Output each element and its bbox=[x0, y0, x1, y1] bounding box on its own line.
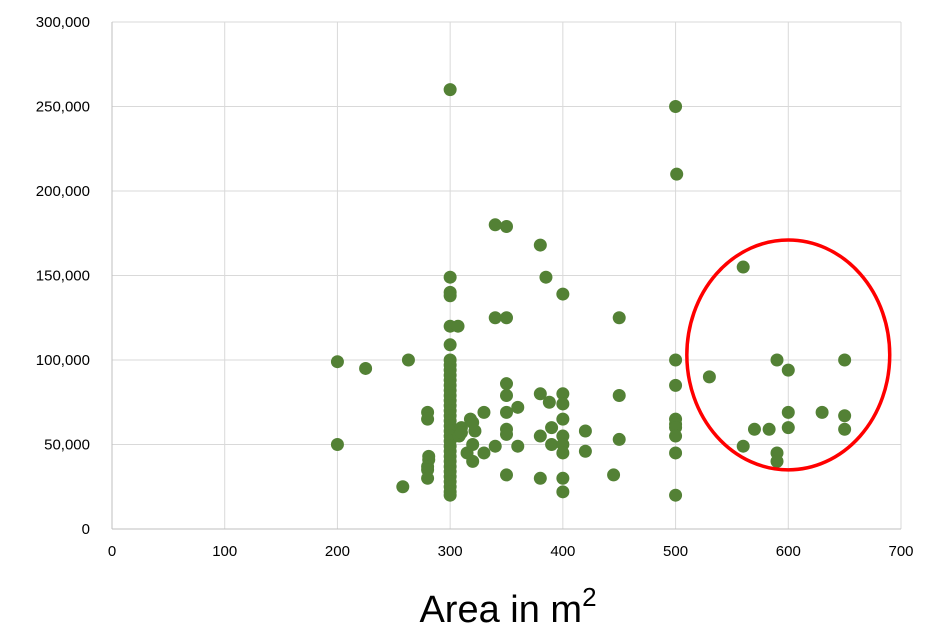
x-tick-label: 400 bbox=[550, 543, 575, 560]
data-point bbox=[477, 405, 491, 419]
x-tick-label: 500 bbox=[663, 543, 688, 560]
data-point bbox=[396, 480, 410, 494]
x-tick-label: 200 bbox=[325, 543, 350, 560]
data-point bbox=[702, 370, 716, 384]
data-point bbox=[556, 287, 570, 301]
data-point bbox=[747, 422, 761, 436]
data-point bbox=[556, 387, 570, 401]
data-point bbox=[607, 468, 621, 482]
data-point bbox=[556, 446, 570, 460]
data-point bbox=[533, 429, 547, 443]
data-point bbox=[838, 422, 852, 436]
data-point bbox=[488, 439, 502, 453]
y-tick-label: 250,000 bbox=[36, 99, 90, 116]
data-point bbox=[736, 439, 750, 453]
data-point bbox=[545, 438, 559, 451]
y-tick-label: 50,000 bbox=[44, 437, 90, 454]
data-point bbox=[669, 446, 683, 460]
data-point bbox=[500, 377, 513, 391]
y-tick-labels: 0 50,000 100,000 150,000 200,000 250,000 300,0… bbox=[36, 14, 90, 538]
data-point bbox=[466, 438, 480, 451]
data-point bbox=[443, 83, 457, 97]
y-tick-label: 150,000 bbox=[36, 268, 90, 285]
x-tick-label: 700 bbox=[888, 543, 913, 560]
x-tick-label: 300 bbox=[438, 543, 463, 560]
data-point bbox=[815, 405, 829, 419]
data-point bbox=[401, 353, 415, 367]
highlight-ellipse bbox=[685, 238, 892, 472]
data-point bbox=[781, 421, 795, 435]
data-point bbox=[838, 353, 852, 367]
data-point bbox=[511, 400, 525, 414]
data-point bbox=[500, 405, 513, 419]
data-point bbox=[838, 409, 852, 423]
data-point bbox=[330, 355, 344, 369]
data-point bbox=[781, 363, 795, 377]
data-point bbox=[454, 426, 468, 440]
data-point bbox=[468, 424, 482, 438]
data-point bbox=[488, 311, 502, 325]
data-point bbox=[443, 289, 457, 303]
data-point bbox=[500, 388, 513, 402]
data-point bbox=[762, 422, 776, 436]
data-point bbox=[770, 454, 784, 468]
x-axis-title: Area in m2 bbox=[419, 582, 596, 631]
y-tick-label: 100,000 bbox=[36, 352, 90, 369]
data-point bbox=[612, 432, 626, 446]
data-point bbox=[578, 424, 592, 438]
data-point bbox=[330, 438, 344, 451]
data-point bbox=[781, 405, 795, 419]
data-point bbox=[533, 471, 547, 485]
data-point bbox=[488, 218, 502, 232]
data-point bbox=[612, 388, 626, 402]
data-point bbox=[451, 319, 465, 333]
x-tick-label: 0 bbox=[108, 543, 116, 560]
x-tick-label: 600 bbox=[776, 543, 801, 560]
data-point bbox=[612, 311, 626, 325]
data-point bbox=[421, 412, 435, 426]
data-point bbox=[545, 421, 559, 435]
data-point bbox=[500, 468, 513, 482]
data-point bbox=[669, 353, 683, 367]
data-point bbox=[533, 387, 547, 401]
data-point bbox=[443, 488, 457, 502]
data-point bbox=[500, 311, 513, 325]
data-point bbox=[477, 446, 491, 460]
data-point bbox=[511, 439, 525, 453]
data-point bbox=[500, 427, 513, 441]
data-point bbox=[359, 361, 373, 375]
data-point bbox=[669, 488, 683, 502]
data-point bbox=[533, 238, 547, 252]
y-tick-label: 300,000 bbox=[36, 14, 90, 31]
data-point bbox=[466, 454, 480, 468]
data-point bbox=[443, 270, 457, 284]
data-point bbox=[421, 471, 435, 485]
data-point bbox=[736, 260, 750, 274]
data-point bbox=[770, 353, 784, 367]
y-tick-label: 0 bbox=[82, 521, 90, 538]
data-point bbox=[670, 167, 684, 181]
data-point bbox=[500, 219, 513, 233]
data-point bbox=[556, 471, 570, 485]
y-tick-label: 200,000 bbox=[36, 183, 90, 200]
axes bbox=[111, 22, 901, 530]
data-point bbox=[539, 270, 553, 284]
data-point bbox=[542, 395, 556, 409]
data-point bbox=[578, 444, 592, 458]
data-point bbox=[669, 429, 683, 443]
data-points bbox=[330, 83, 852, 502]
data-point bbox=[669, 378, 683, 392]
data-point bbox=[556, 397, 570, 411]
data-point bbox=[556, 412, 570, 426]
data-point bbox=[556, 485, 570, 499]
data-point bbox=[669, 100, 683, 113]
x-tick-labels: 0 100 200 300 400 500 600 700 bbox=[108, 543, 914, 560]
x-tick-label: 100 bbox=[212, 543, 237, 560]
data-point bbox=[443, 338, 457, 352]
